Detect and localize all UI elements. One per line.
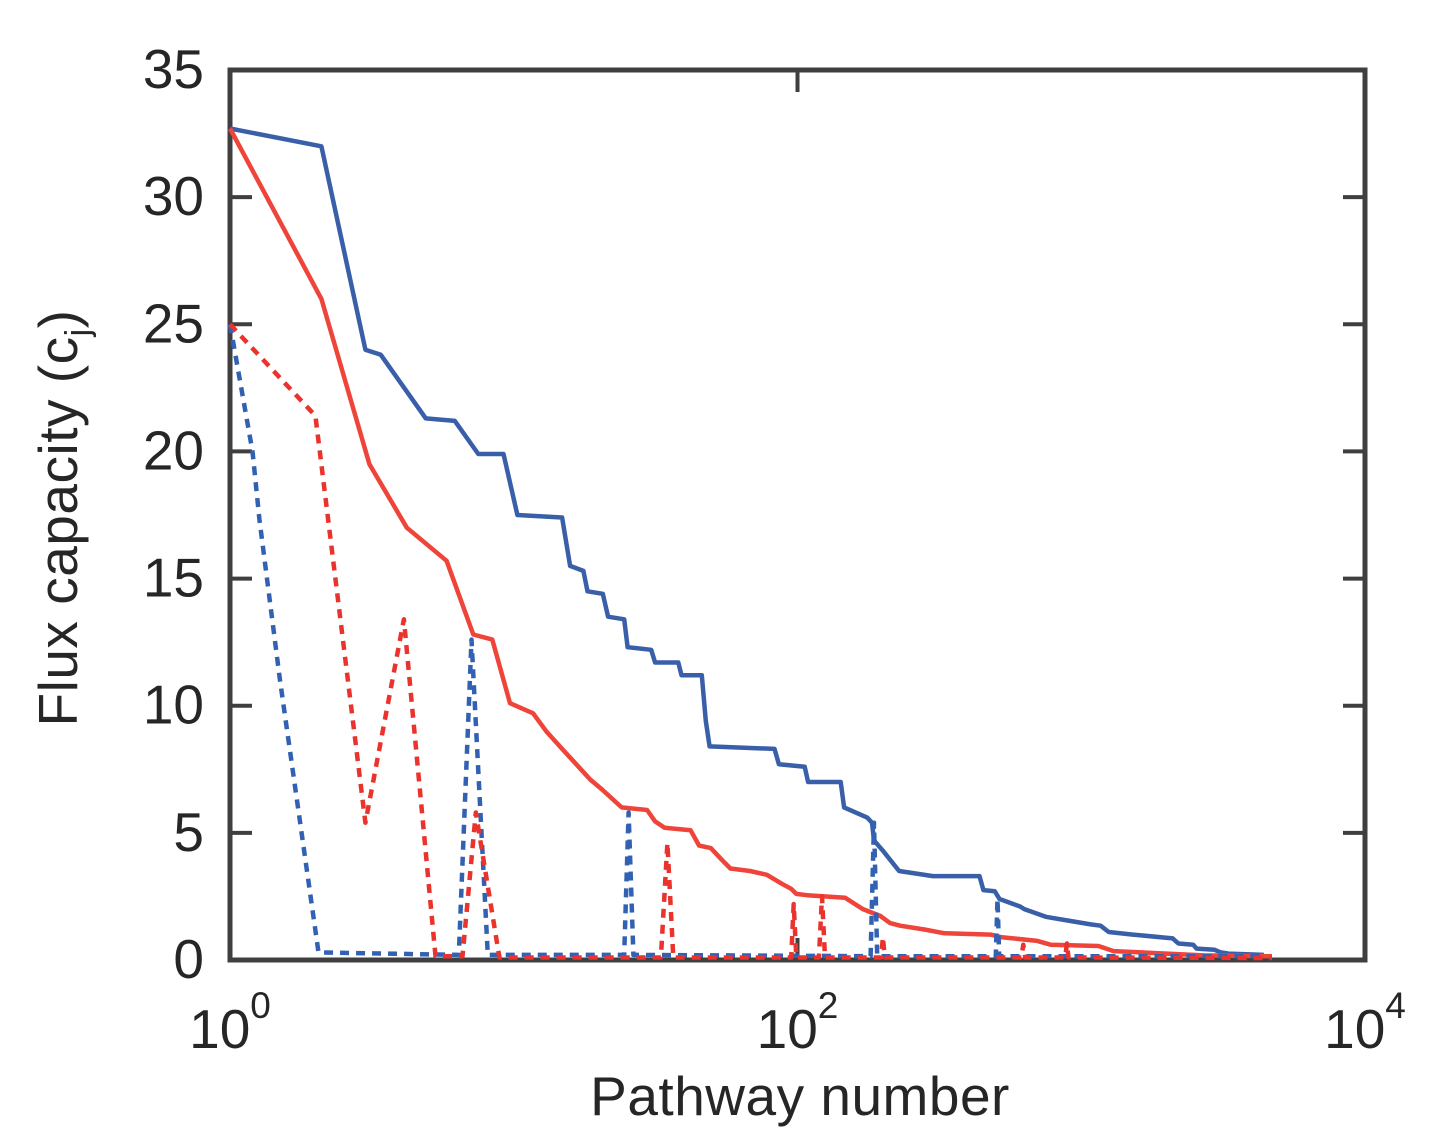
y-axis-title-text: Flux capacity (c bbox=[27, 336, 89, 727]
y-tick-label-5: 5 bbox=[173, 801, 204, 863]
y-tick-label-15: 15 bbox=[143, 547, 204, 609]
y-tick-label-25: 25 bbox=[143, 292, 204, 354]
x-tick-label-10e2: 102 bbox=[757, 985, 839, 1060]
series-red-dashed bbox=[228, 322, 1273, 961]
y-axis-title: Flux capacity (cj) bbox=[26, 310, 98, 727]
x-axis-title: Pathway number bbox=[590, 1065, 1010, 1127]
y-axis-title-close-paren: ) bbox=[27, 309, 89, 329]
series-blue-solid bbox=[229, 126, 1264, 958]
y-tick-label-0: 0 bbox=[173, 928, 204, 990]
x-tick-label-10e0: 100 bbox=[189, 985, 271, 1060]
y-tick-label-10: 10 bbox=[143, 674, 204, 736]
y-axis-title-subscript: j bbox=[59, 328, 97, 337]
y-tick-label-20: 20 bbox=[143, 419, 204, 481]
y-tick-label-35: 35 bbox=[143, 38, 204, 100]
series-blue-dashed bbox=[227, 323, 1264, 959]
y-tick-label-30: 30 bbox=[143, 165, 204, 227]
series-red-solid bbox=[228, 127, 1273, 959]
x-tick-label-10e4: 104 bbox=[1324, 985, 1406, 1060]
plot-area: 0 5 10 15 20 25 30 35 100 102 104 bbox=[143, 38, 1406, 1060]
